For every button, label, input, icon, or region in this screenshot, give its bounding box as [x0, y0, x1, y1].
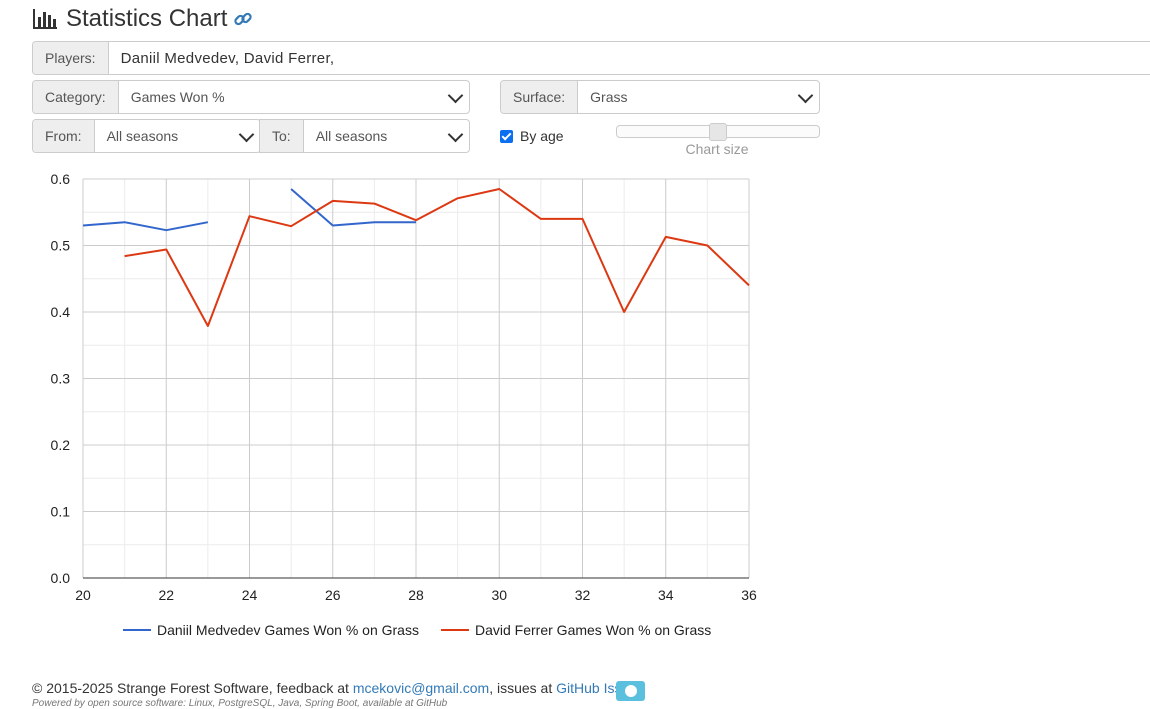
chevron-down-icon — [447, 87, 464, 104]
legend-label: Daniil Medvedev Games Won % on Grass — [157, 622, 419, 638]
category-select[interactable]: Games Won % — [119, 81, 469, 113]
to-select[interactable]: All seasons — [304, 120, 469, 152]
legend-swatch — [441, 629, 469, 631]
x-tick-label: 32 — [575, 587, 591, 603]
legend-item-medvedev[interactable]: Daniil Medvedev Games Won % on Grass — [123, 622, 419, 638]
globe-icon — [624, 685, 637, 697]
x-tick-label: 24 — [242, 587, 258, 603]
to-group: To: All seasons — [259, 119, 470, 153]
x-tick-label: 30 — [491, 587, 507, 603]
y-tick-label: 0.5 — [51, 238, 71, 254]
x-tick-label: 20 — [75, 587, 91, 603]
x-tick-label: 36 — [741, 587, 757, 603]
slider-handle[interactable] — [709, 123, 727, 141]
category-label: Category: — [33, 81, 119, 113]
series-line-ferrer — [124, 188, 750, 327]
chart-size-label: Chart size — [685, 141, 749, 157]
footer-issues-text: , issues at — [489, 680, 553, 696]
footer-copyright: © 2015-2025 Strange Forest Software, fee… — [32, 680, 349, 696]
y-tick-label: 0.6 — [51, 171, 71, 187]
bar-chart-icon — [33, 9, 57, 29]
x-tick-label: 22 — [158, 587, 174, 603]
line-chart: 0.0 0.1 0.2 0.3 0.4 0.5 0.6 20 22 24 26 28 30 32 34 36 — [51, 171, 757, 603]
page-title: Statistics Chart — [66, 5, 228, 32]
feedback-email-link[interactable]: mcekovic@gmail.com — [352, 680, 490, 696]
surface-value: Grass — [590, 89, 628, 105]
by-age-checkbox[interactable] — [500, 129, 513, 143]
y-tick-label: 0.3 — [51, 371, 71, 387]
x-tick-label: 34 — [658, 587, 674, 603]
players-input-group: Players: Daniil Medvedev, David Ferrer, — [32, 41, 1150, 75]
from-value: All seasons — [106, 128, 179, 144]
chevron-down-icon — [447, 126, 464, 143]
page-header: Statistics Chart — [32, 4, 253, 34]
chart-size-slider[interactable] — [616, 123, 820, 141]
y-tick-label: 0.4 — [51, 304, 71, 320]
to-value: All seasons — [315, 128, 388, 144]
y-tick-label: 0.0 — [51, 570, 71, 586]
to-label: To: — [260, 120, 304, 152]
chevron-down-icon — [797, 87, 814, 104]
x-tick-label: 28 — [408, 587, 424, 603]
series-line-medvedev — [290, 188, 416, 227]
footer-powered-by: Powered by open source software: Linux, … — [32, 698, 448, 709]
players-label: Players: — [33, 42, 109, 74]
surface-group: Surface: Grass — [500, 80, 820, 114]
category-value: Games Won % — [130, 89, 225, 105]
players-input[interactable]: Daniil Medvedev, David Ferrer, — [120, 49, 335, 67]
chevron-down-icon — [238, 126, 255, 143]
by-age-toggle[interactable]: By age — [500, 128, 564, 144]
link-icon[interactable] — [233, 9, 253, 29]
footer: © 2015-2025 Strange Forest Software, fee… — [32, 680, 644, 696]
from-select[interactable]: All seasons — [95, 120, 260, 152]
surface-select[interactable]: Grass — [578, 81, 819, 113]
surface-label: Surface: — [501, 81, 579, 113]
by-age-label: By age — [520, 128, 564, 144]
from-label: From: — [33, 120, 95, 152]
y-tick-label: 0.2 — [51, 437, 71, 453]
globe-button[interactable] — [616, 681, 645, 701]
legend-item-ferrer[interactable]: David Ferrer Games Won % on Grass — [441, 622, 711, 638]
x-tick-label: 26 — [325, 587, 341, 603]
legend-swatch — [123, 629, 151, 631]
legend-label: David Ferrer Games Won % on Grass — [475, 622, 712, 638]
from-group: From: All seasons — [32, 119, 261, 153]
y-tick-label: 0.1 — [51, 504, 71, 520]
category-group: Category: Games Won % — [32, 80, 470, 114]
series-line-medvedev — [82, 221, 209, 232]
